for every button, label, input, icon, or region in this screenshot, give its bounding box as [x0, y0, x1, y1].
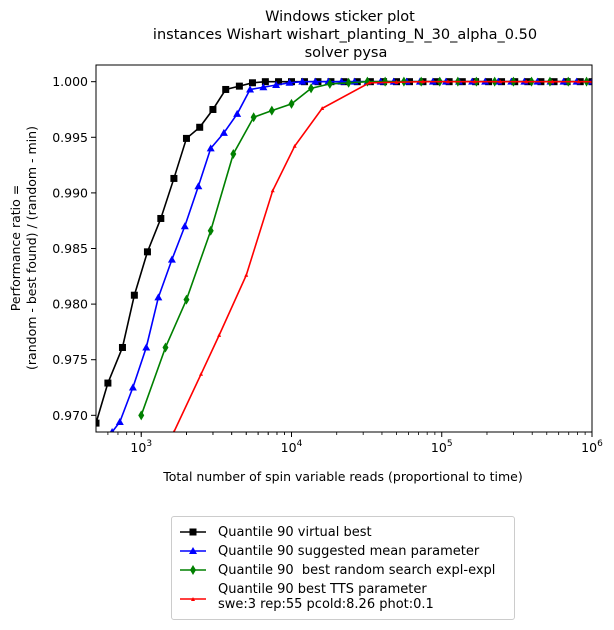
- chart-title-line-2: instances Wishart wishart_planting_N_30_…: [153, 27, 537, 43]
- data-point: [199, 371, 204, 376]
- axis-layer: 103 104 105 106 0.970 0.975 0.980 0.985 0.990 0.9…: [52, 74, 603, 455]
- data-point: [268, 105, 275, 116]
- data-point: [183, 294, 190, 305]
- legend-label-best-tts: Quantile 90 best TTS parameter swe:3 rep…: [218, 582, 434, 612]
- data-point: [180, 222, 189, 230]
- data-point: [170, 174, 178, 182]
- data-point: [311, 77, 320, 85]
- legend: Quantile 90 virtual best Quantile 90 sug…: [171, 516, 515, 620]
- chart-title-line-3: solver pysa: [305, 45, 388, 61]
- data-point: [550, 79, 555, 84]
- data-point: [420, 79, 425, 84]
- data-point: [445, 79, 450, 84]
- data-point: [196, 123, 204, 131]
- data-point: [246, 85, 255, 93]
- legend-marker-virtual-best: [180, 528, 206, 536]
- series-line: [140, 80, 587, 416]
- data-point: [115, 417, 124, 425]
- data-point: [244, 272, 249, 277]
- data-point: [104, 379, 112, 387]
- data-point: [576, 79, 581, 84]
- data-point: [292, 143, 297, 148]
- y-tick-label: 0.990: [52, 185, 88, 200]
- data-point: [233, 109, 242, 117]
- series-3: [172, 79, 592, 432]
- legend-label-suggested-mean: Quantile 90 suggested mean parameter: [218, 544, 480, 559]
- series-line: [111, 80, 592, 432]
- legend-marker-random-search: [180, 565, 206, 575]
- y-tick-label: 1.000: [52, 74, 88, 89]
- data-point: [217, 333, 222, 337]
- data-point: [288, 98, 295, 109]
- data-point: [96, 419, 100, 427]
- y-axis-label-line-2: (random - best found) / (random - min): [24, 126, 39, 370]
- data-point: [209, 105, 217, 113]
- series-2: [138, 76, 590, 421]
- data-point: [154, 293, 163, 301]
- data-point: [298, 77, 307, 85]
- data-point: [157, 214, 165, 222]
- data-point: [222, 85, 230, 93]
- y-tick-label: 0.980: [52, 297, 88, 312]
- data-point: [285, 78, 294, 86]
- chart-title-line-1: Windows sticker plot: [265, 9, 415, 25]
- data-point: [248, 79, 256, 87]
- x-tick-label: 106: [581, 439, 603, 455]
- data-point: [345, 77, 352, 88]
- x-tick-label: 103: [130, 439, 152, 455]
- data-point: [235, 82, 243, 90]
- series-line: [173, 80, 592, 432]
- series-layer: [96, 76, 592, 432]
- y-axis-label-line-1: Performance ratio =: [8, 185, 23, 311]
- series-1: [109, 77, 592, 432]
- data-point: [270, 188, 275, 193]
- data-point: [138, 410, 145, 421]
- x-tick-label: 105: [431, 439, 453, 455]
- data-point: [206, 144, 215, 152]
- data-point: [250, 112, 257, 123]
- y-tick-label: 0.995: [52, 130, 88, 145]
- data-point: [367, 80, 372, 85]
- data-point: [172, 429, 176, 432]
- y-tick-label: 0.970: [52, 408, 88, 423]
- y-tick-label: 0.985: [52, 241, 88, 256]
- data-point: [498, 79, 503, 84]
- legend-marker-best-tts: [180, 597, 206, 601]
- data-point: [167, 255, 176, 263]
- data-point: [182, 134, 190, 142]
- data-point: [142, 343, 151, 351]
- legend-label-random-search: Quantile 90 best random search expl-expl: [218, 563, 496, 578]
- data-point: [143, 248, 151, 256]
- data-point: [275, 78, 283, 86]
- data-point: [261, 78, 269, 86]
- data-point: [524, 79, 529, 84]
- data-point: [272, 81, 281, 89]
- data-point: [287, 78, 295, 86]
- series-line: [96, 80, 592, 424]
- data-point: [472, 79, 477, 84]
- data-point: [308, 83, 315, 94]
- x-axis-label: Total number of spin variable reads (pro…: [162, 469, 523, 484]
- legend-label-virtual-best: Quantile 90 virtual best: [218, 525, 372, 540]
- data-point: [259, 83, 268, 91]
- y-tick-label: 0.975: [52, 352, 88, 367]
- data-point: [130, 291, 138, 299]
- data-point: [128, 383, 137, 391]
- data-point: [230, 148, 237, 159]
- data-point: [219, 128, 228, 136]
- data-point: [394, 80, 399, 84]
- x-tick-label: 104: [281, 439, 303, 455]
- data-point: [118, 343, 126, 351]
- legend-marker-suggested-mean: [180, 547, 206, 554]
- plot-frame: [95, 64, 593, 433]
- data-point: [320, 106, 325, 110]
- data-point: [109, 428, 115, 432]
- data-point: [207, 225, 214, 236]
- data-point: [162, 342, 169, 353]
- series-0: [96, 78, 592, 427]
- data-point: [194, 182, 203, 190]
- data-point: [326, 78, 333, 89]
